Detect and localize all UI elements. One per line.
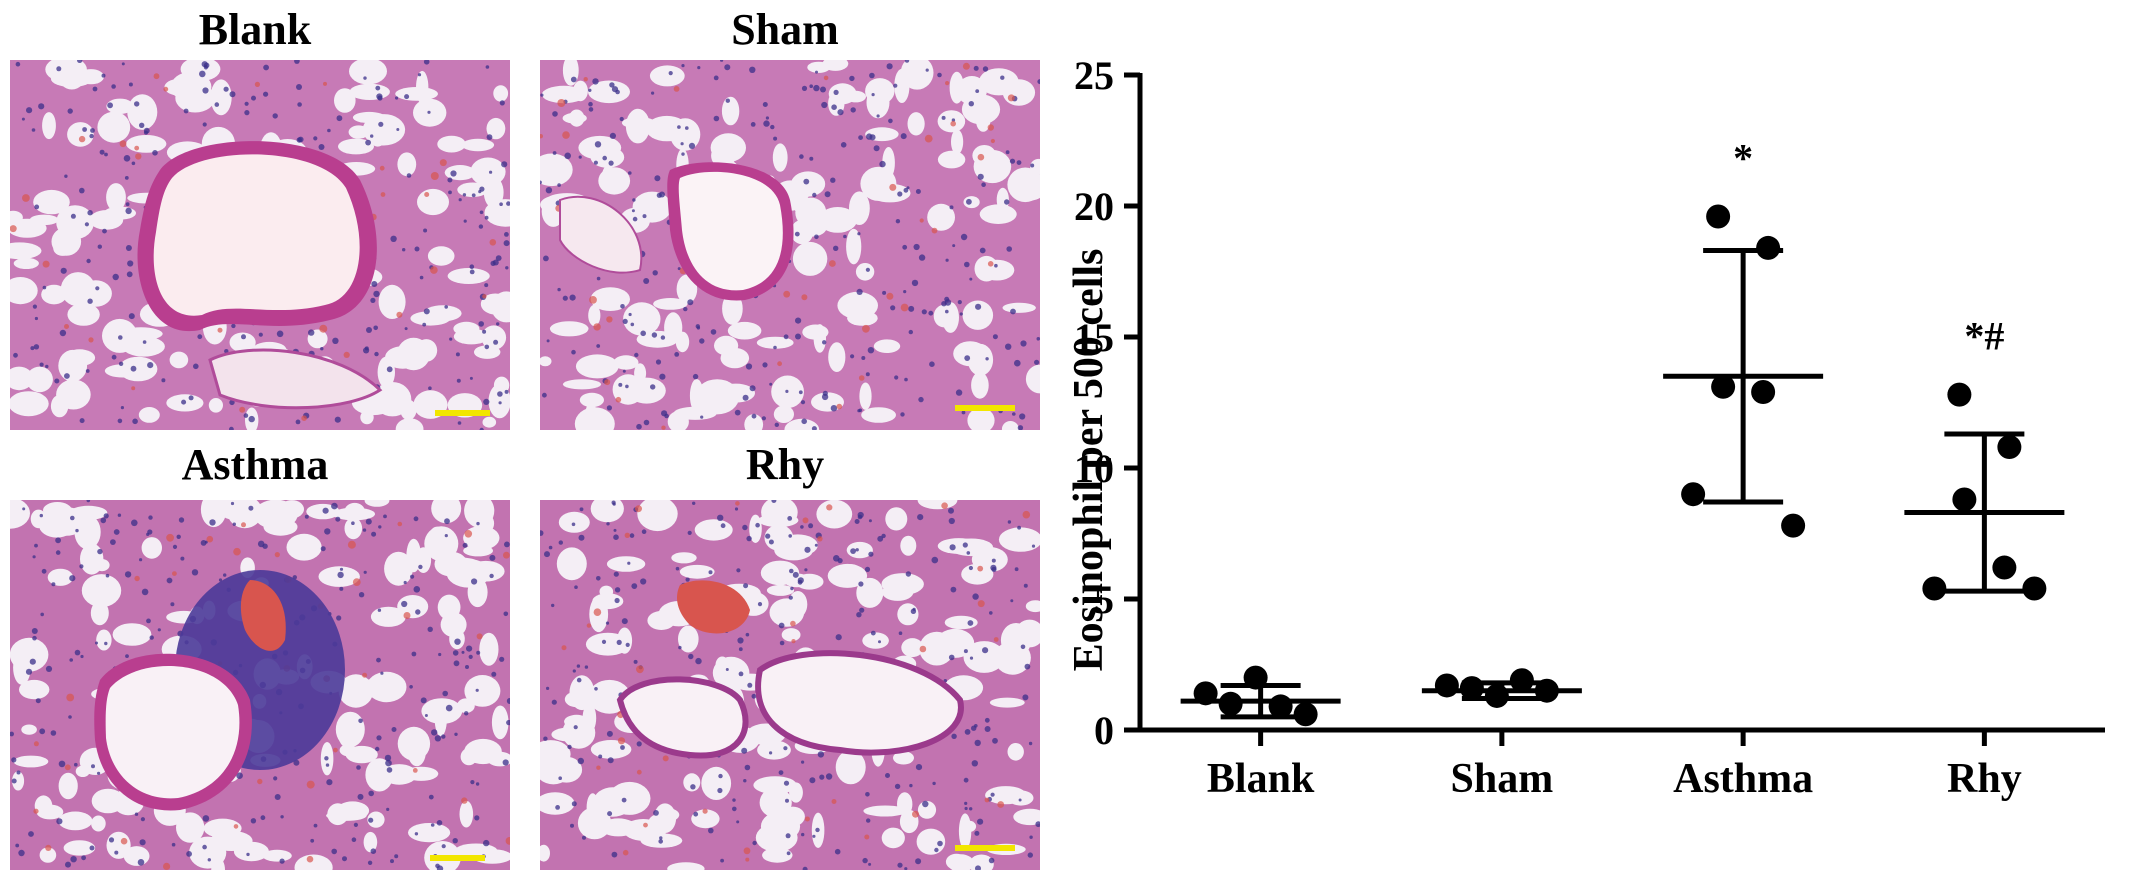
y-tick-label: 0 xyxy=(1094,708,1114,753)
chart-axes: 0 5 10 15 20 25 Blank Sham Asthma Rhy xyxy=(1074,53,2105,802)
panel-title-blank: Blank xyxy=(198,5,312,54)
data-point xyxy=(1922,576,1947,601)
data-point xyxy=(1997,435,2022,460)
micrograph-asthma xyxy=(10,500,510,870)
micrograph-blank xyxy=(10,60,510,430)
data-point xyxy=(1268,694,1293,719)
eosinophil-scatter-chart: 0 5 10 15 20 25 Blank Sham Asthma Rhy * *# Eosinop… xyxy=(1066,53,2105,802)
significance-annotation: *# xyxy=(1964,314,2004,359)
x-tick-label: Blank xyxy=(1207,756,1315,802)
data-point xyxy=(1193,681,1218,706)
data-point xyxy=(1756,235,1781,260)
group-blank xyxy=(1180,665,1341,727)
data-point xyxy=(1751,380,1776,405)
data-point xyxy=(1459,676,1484,701)
group-rhy: *# xyxy=(1904,314,2065,601)
significance-annotation: * xyxy=(1733,135,1753,180)
panel-title-rhy: Rhy xyxy=(745,440,825,489)
data-point xyxy=(2022,576,2047,601)
data-point xyxy=(1711,374,1736,399)
panel-title-asthma: Asthma xyxy=(181,440,329,489)
data-point xyxy=(1947,382,1972,407)
micrograph-rhy xyxy=(540,500,1040,870)
group-sham xyxy=(1421,668,1582,708)
panel-title-sham: Sham xyxy=(731,5,839,54)
data-point xyxy=(1706,204,1731,229)
data-point xyxy=(1681,482,1706,507)
micrograph-blank-svg xyxy=(10,60,510,430)
y-tick-label: 5 xyxy=(1094,577,1114,622)
data-point xyxy=(1992,555,2017,580)
data-point xyxy=(1484,683,1509,708)
data-point xyxy=(1534,678,1559,703)
y-tick-label: 10 xyxy=(1074,446,1114,491)
y-tick-label: 25 xyxy=(1074,53,1114,98)
data-point xyxy=(1952,487,1977,512)
x-tick-label: Sham xyxy=(1451,756,1554,802)
micrograph-sham-svg xyxy=(540,60,1040,430)
micrograph-rhy-svg xyxy=(540,500,1040,870)
chart-marks: * *# xyxy=(1180,135,2065,727)
data-point xyxy=(1434,673,1459,698)
group-asthma: * xyxy=(1663,135,1824,538)
data-point xyxy=(1781,513,1806,538)
data-point xyxy=(1218,691,1243,716)
micrograph-asthma-svg xyxy=(10,500,510,870)
y-tick-label: 15 xyxy=(1074,315,1114,360)
y-tick-label: 20 xyxy=(1074,184,1114,229)
y-axis-label: Eosinophil per 500 cells xyxy=(1066,249,1112,672)
data-point xyxy=(1293,702,1318,727)
x-tick-label: Asthma xyxy=(1673,756,1813,802)
data-point xyxy=(1509,668,1534,693)
x-tick-label: Rhy xyxy=(1947,756,2022,802)
data-point xyxy=(1243,665,1268,690)
micrograph-sham xyxy=(540,60,1040,430)
